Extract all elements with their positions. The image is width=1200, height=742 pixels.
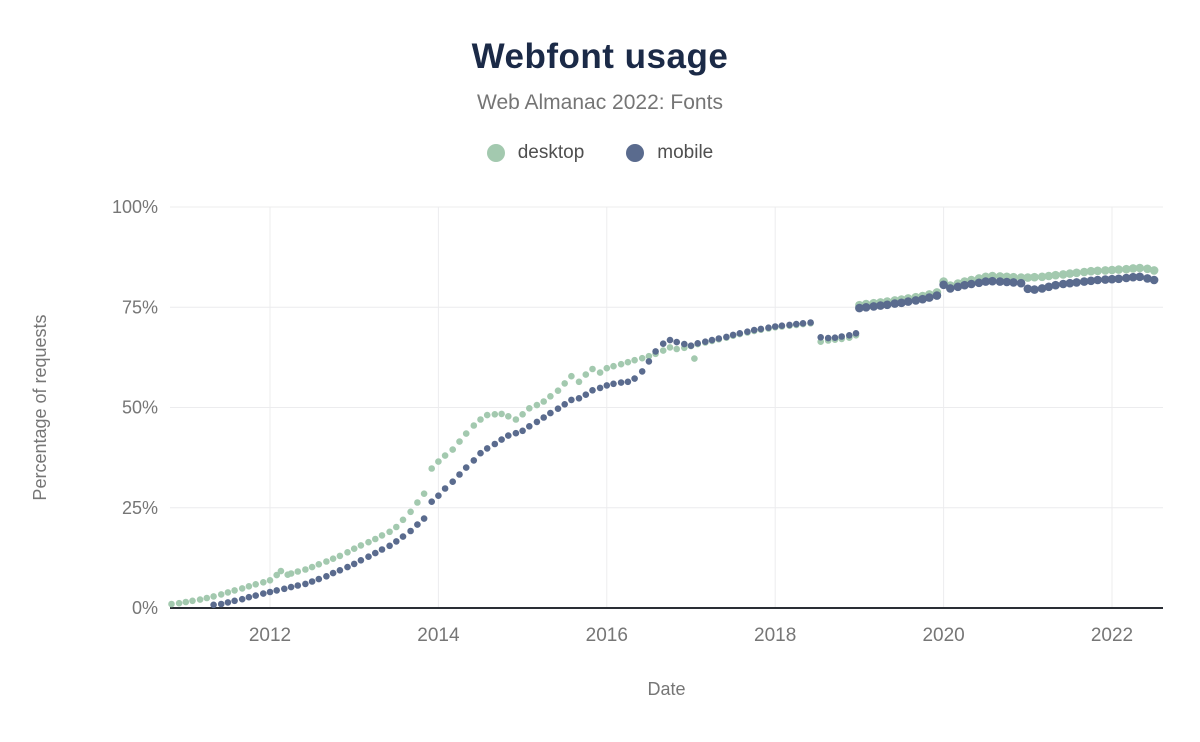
chart-subtitle: Web Almanac 2022: Fonts xyxy=(477,90,723,114)
y-tick-label: 0% xyxy=(132,598,158,618)
mobile-series xyxy=(210,272,1159,609)
y-tick-label: 50% xyxy=(122,398,158,418)
desktop-series-dot-icon xyxy=(486,144,505,162)
legend-label-mobile: mobile xyxy=(657,142,714,163)
legend-item-desktop[interactable]: desktop xyxy=(486,142,585,164)
x-tick-label: 2012 xyxy=(249,625,291,646)
y-tick-label: 75% xyxy=(122,297,158,317)
x-axis-title: Date xyxy=(647,679,685,699)
chart-legend: desktop mobile xyxy=(0,142,1200,164)
legend-label-desktop: desktop xyxy=(517,142,585,163)
y-tick-label: 25% xyxy=(122,498,158,518)
x-tick-label: 2014 xyxy=(417,625,460,646)
legend-item-mobile[interactable]: mobile xyxy=(626,142,713,164)
x-tick-label: 2022 xyxy=(1091,625,1133,646)
mobile-series-dot-icon xyxy=(626,144,645,162)
chart-header: Webfont usage Web Almanac 2022: Fonts xyxy=(0,0,1200,115)
x-tick-label: 2020 xyxy=(922,625,964,646)
x-tick-label: 2016 xyxy=(586,625,628,646)
desktop-series xyxy=(168,263,1159,608)
y-grid-and-ticks: 0% 25% 50% 75% 100% xyxy=(112,197,1163,618)
y-tick-label: 100% xyxy=(112,197,158,217)
x-tick-label: 2018 xyxy=(754,625,796,646)
y-axis-title: Percentage of requests xyxy=(30,314,50,500)
x-grid-and-ticks: 2012 2014 2016 2018 2020 2022 xyxy=(249,207,1133,646)
chart-title: Webfont usage xyxy=(471,37,729,76)
